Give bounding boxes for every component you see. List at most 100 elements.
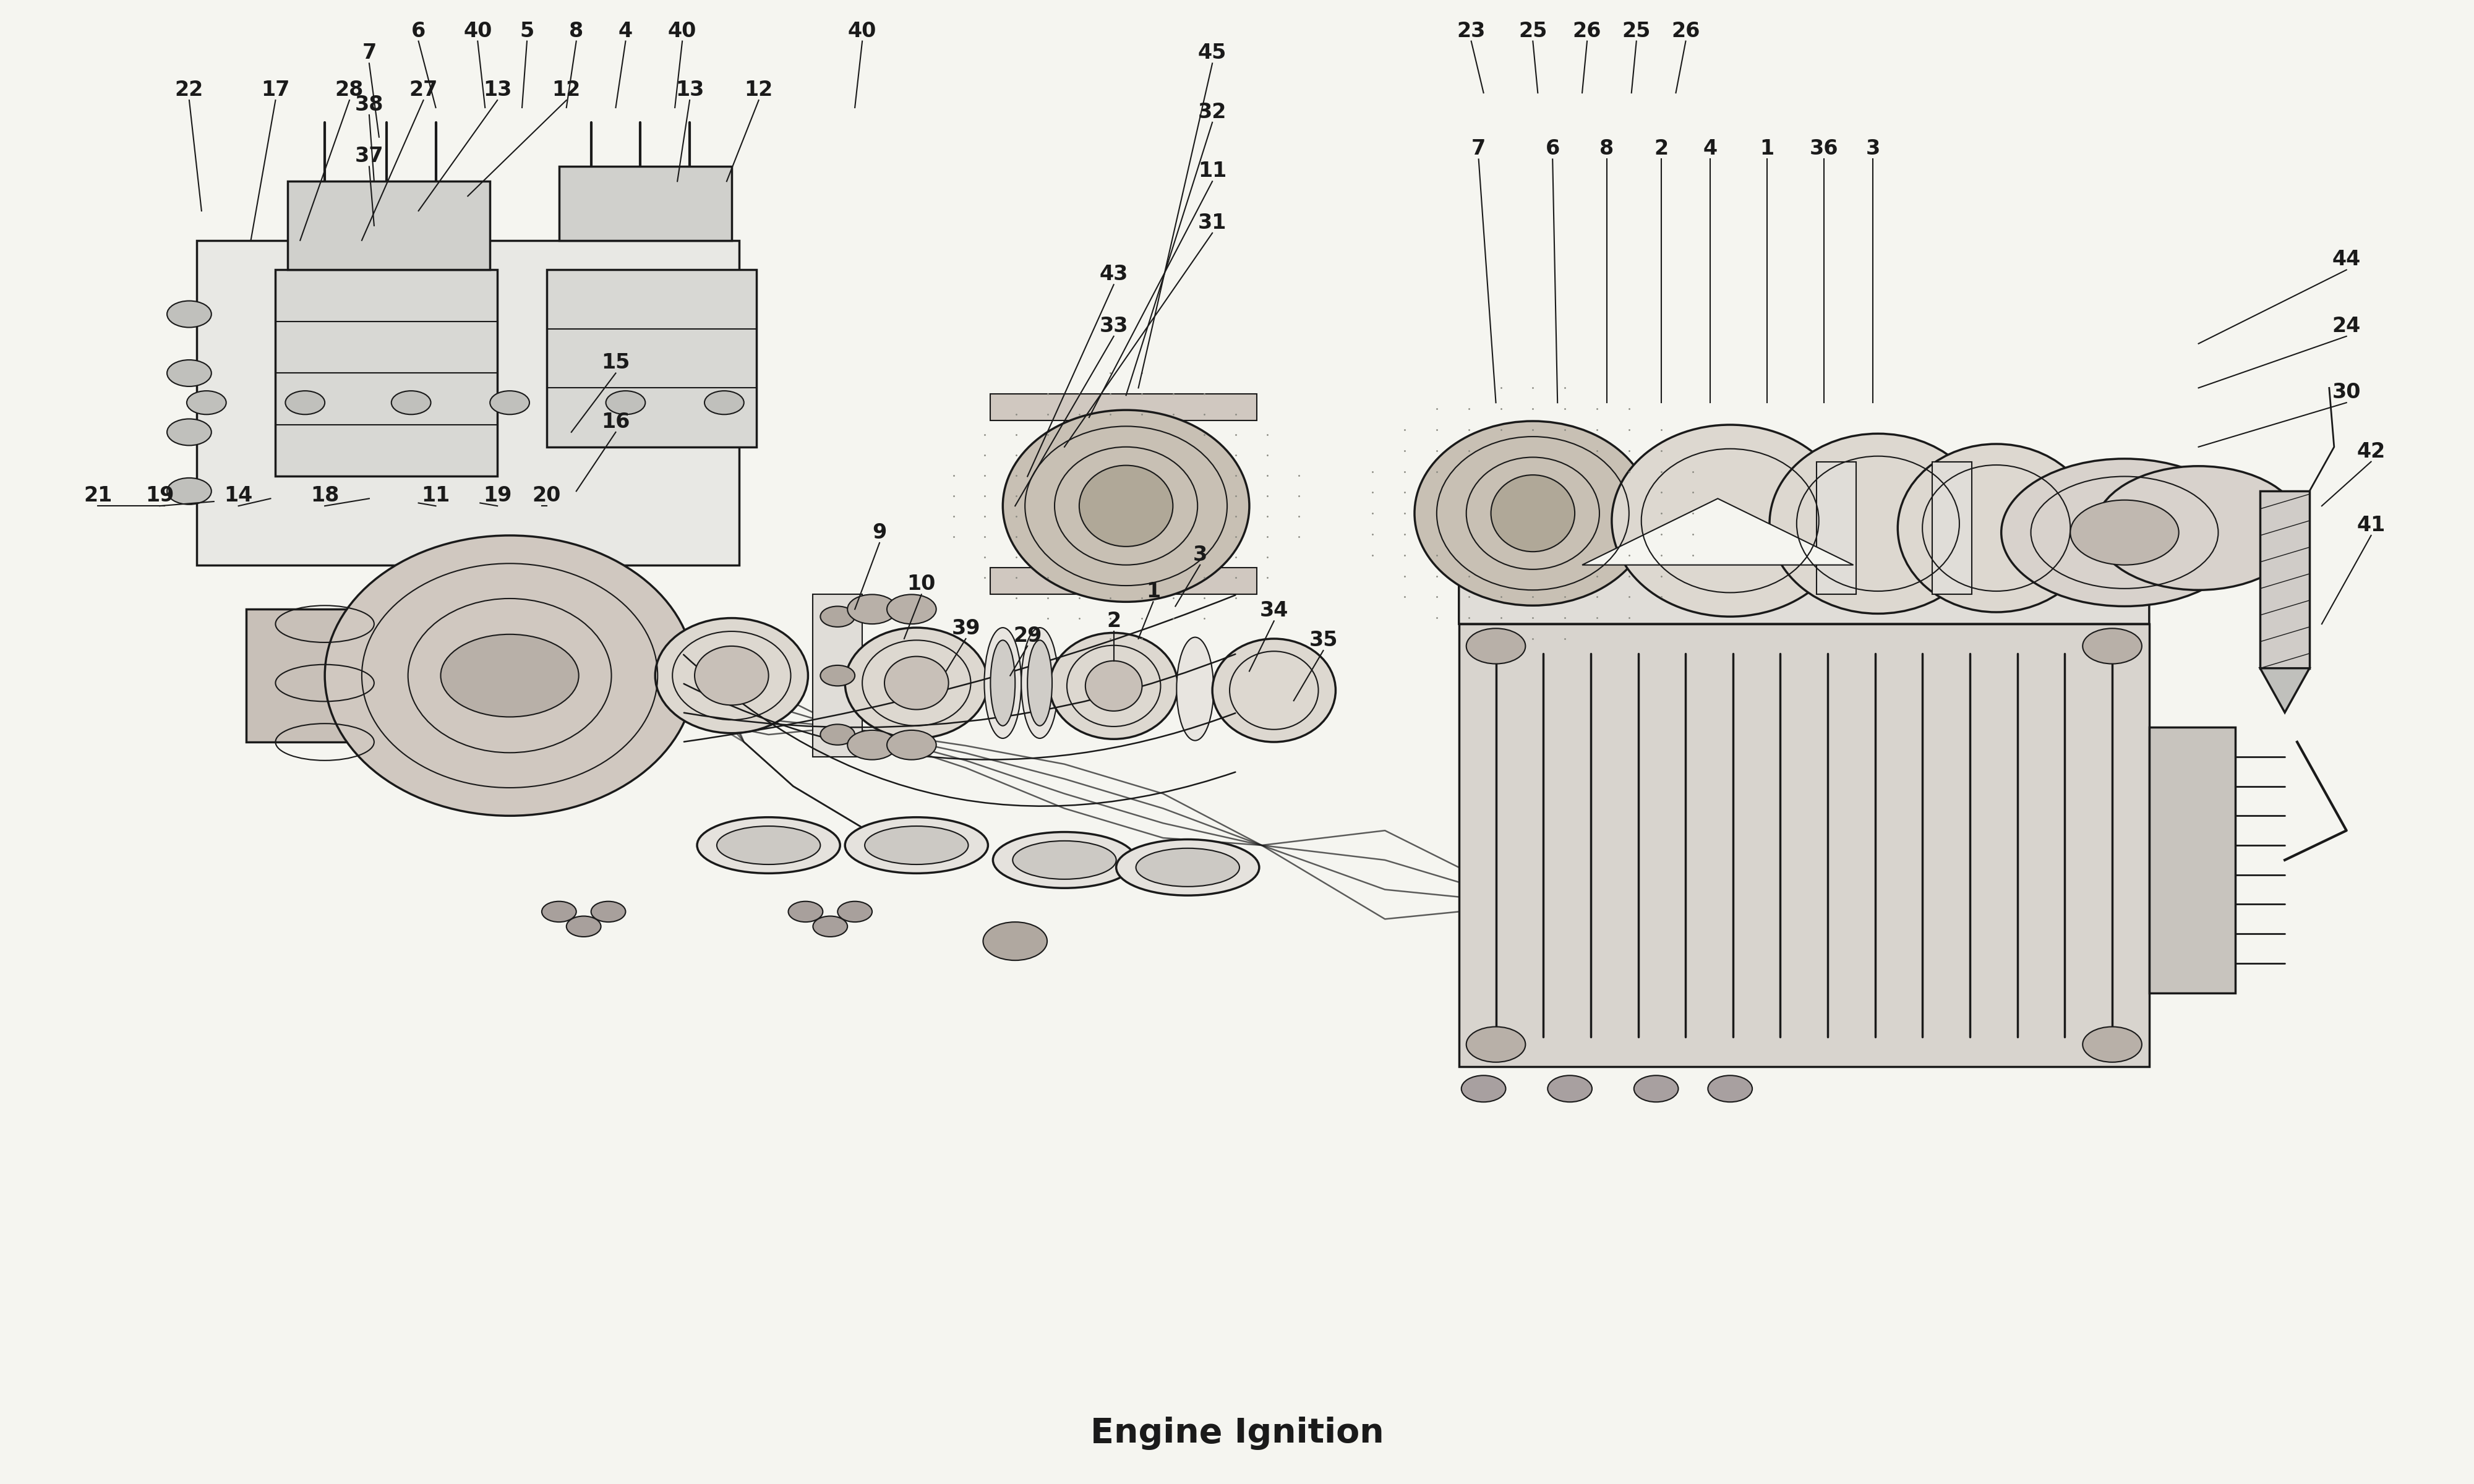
Text: 41: 41 bbox=[2358, 515, 2385, 536]
Bar bbox=[2150, 727, 2236, 993]
Circle shape bbox=[440, 634, 579, 717]
Text: 34: 34 bbox=[1259, 601, 1289, 620]
Text: 1: 1 bbox=[1145, 582, 1160, 603]
Ellipse shape bbox=[1022, 628, 1059, 739]
Text: 44: 44 bbox=[2333, 249, 2360, 270]
Text: 23: 23 bbox=[1457, 21, 1484, 42]
Text: 8: 8 bbox=[569, 21, 584, 42]
Ellipse shape bbox=[1012, 841, 1116, 879]
Polygon shape bbox=[2261, 668, 2308, 712]
Circle shape bbox=[982, 922, 1047, 960]
Circle shape bbox=[1707, 1076, 1752, 1103]
Ellipse shape bbox=[1415, 421, 1650, 605]
Text: 7: 7 bbox=[1472, 139, 1487, 159]
Bar bbox=[1460, 623, 2150, 1067]
Text: 43: 43 bbox=[1098, 264, 1128, 285]
Text: 19: 19 bbox=[482, 485, 512, 506]
Ellipse shape bbox=[1002, 410, 1249, 603]
Text: 3: 3 bbox=[1865, 139, 1880, 159]
Text: 42: 42 bbox=[2358, 441, 2385, 462]
Text: 14: 14 bbox=[225, 485, 252, 506]
Circle shape bbox=[567, 916, 601, 936]
Circle shape bbox=[1633, 1076, 1677, 1103]
Text: 6: 6 bbox=[1546, 139, 1559, 159]
Text: 7: 7 bbox=[361, 43, 376, 64]
Circle shape bbox=[2071, 500, 2180, 565]
Bar bbox=[275, 270, 497, 476]
Text: 8: 8 bbox=[1601, 139, 1613, 159]
Ellipse shape bbox=[1212, 638, 1336, 742]
Text: 33: 33 bbox=[1098, 316, 1128, 337]
Text: 11: 11 bbox=[1197, 160, 1227, 181]
Text: 20: 20 bbox=[532, 485, 562, 506]
Ellipse shape bbox=[1027, 640, 1051, 726]
Ellipse shape bbox=[698, 818, 841, 873]
Circle shape bbox=[542, 901, 576, 922]
Text: 28: 28 bbox=[334, 80, 364, 101]
Circle shape bbox=[705, 390, 745, 414]
Text: 13: 13 bbox=[675, 80, 705, 101]
Circle shape bbox=[1462, 1076, 1507, 1103]
Circle shape bbox=[168, 418, 210, 445]
Circle shape bbox=[168, 359, 210, 386]
Ellipse shape bbox=[324, 536, 695, 816]
Text: 1: 1 bbox=[1759, 139, 1774, 159]
Polygon shape bbox=[1460, 476, 2150, 623]
Bar bbox=[1932, 462, 1972, 595]
Circle shape bbox=[2095, 466, 2301, 591]
Ellipse shape bbox=[985, 628, 1022, 739]
Text: Engine Ignition: Engine Ignition bbox=[1091, 1417, 1383, 1450]
Circle shape bbox=[285, 390, 324, 414]
Text: 26: 26 bbox=[1672, 21, 1700, 42]
Text: 38: 38 bbox=[354, 95, 383, 114]
Text: 29: 29 bbox=[1012, 626, 1042, 646]
Circle shape bbox=[821, 665, 856, 686]
Ellipse shape bbox=[1492, 475, 1576, 552]
Circle shape bbox=[168, 301, 210, 328]
Text: 22: 22 bbox=[176, 80, 203, 101]
Text: 35: 35 bbox=[1309, 631, 1338, 650]
Ellipse shape bbox=[866, 827, 967, 865]
Circle shape bbox=[789, 901, 824, 922]
Text: 24: 24 bbox=[2333, 316, 2360, 337]
Ellipse shape bbox=[717, 827, 821, 865]
Text: 4: 4 bbox=[618, 21, 633, 42]
Bar bbox=[287, 181, 490, 270]
Ellipse shape bbox=[990, 640, 1014, 726]
Text: 16: 16 bbox=[601, 411, 631, 432]
Text: 2: 2 bbox=[1655, 139, 1667, 159]
Text: 39: 39 bbox=[952, 619, 980, 638]
Text: 12: 12 bbox=[552, 80, 581, 101]
Polygon shape bbox=[1583, 499, 1853, 565]
Text: 15: 15 bbox=[601, 353, 631, 372]
Text: 32: 32 bbox=[1197, 102, 1227, 122]
Text: 12: 12 bbox=[745, 80, 772, 101]
Text: 19: 19 bbox=[146, 485, 173, 506]
Ellipse shape bbox=[656, 617, 809, 733]
Ellipse shape bbox=[1049, 632, 1178, 739]
Circle shape bbox=[821, 607, 856, 626]
Text: 27: 27 bbox=[408, 80, 438, 101]
Circle shape bbox=[886, 730, 935, 760]
Ellipse shape bbox=[883, 656, 948, 709]
Text: 11: 11 bbox=[421, 485, 450, 506]
Text: 17: 17 bbox=[262, 80, 289, 101]
Bar bbox=[990, 568, 1257, 595]
Bar bbox=[245, 610, 381, 742]
Circle shape bbox=[1467, 628, 1526, 663]
Text: 45: 45 bbox=[1197, 43, 1227, 64]
Bar bbox=[559, 166, 732, 240]
Ellipse shape bbox=[1898, 444, 2095, 613]
Text: 40: 40 bbox=[463, 21, 492, 42]
Ellipse shape bbox=[1086, 660, 1143, 711]
Circle shape bbox=[391, 390, 430, 414]
Text: 6: 6 bbox=[411, 21, 426, 42]
Text: 25: 25 bbox=[1623, 21, 1650, 42]
Text: 40: 40 bbox=[849, 21, 876, 42]
Text: 10: 10 bbox=[908, 574, 935, 595]
Text: 5: 5 bbox=[520, 21, 534, 42]
Circle shape bbox=[168, 478, 210, 505]
Circle shape bbox=[849, 730, 896, 760]
Text: 36: 36 bbox=[1808, 139, 1838, 159]
Ellipse shape bbox=[846, 628, 987, 739]
